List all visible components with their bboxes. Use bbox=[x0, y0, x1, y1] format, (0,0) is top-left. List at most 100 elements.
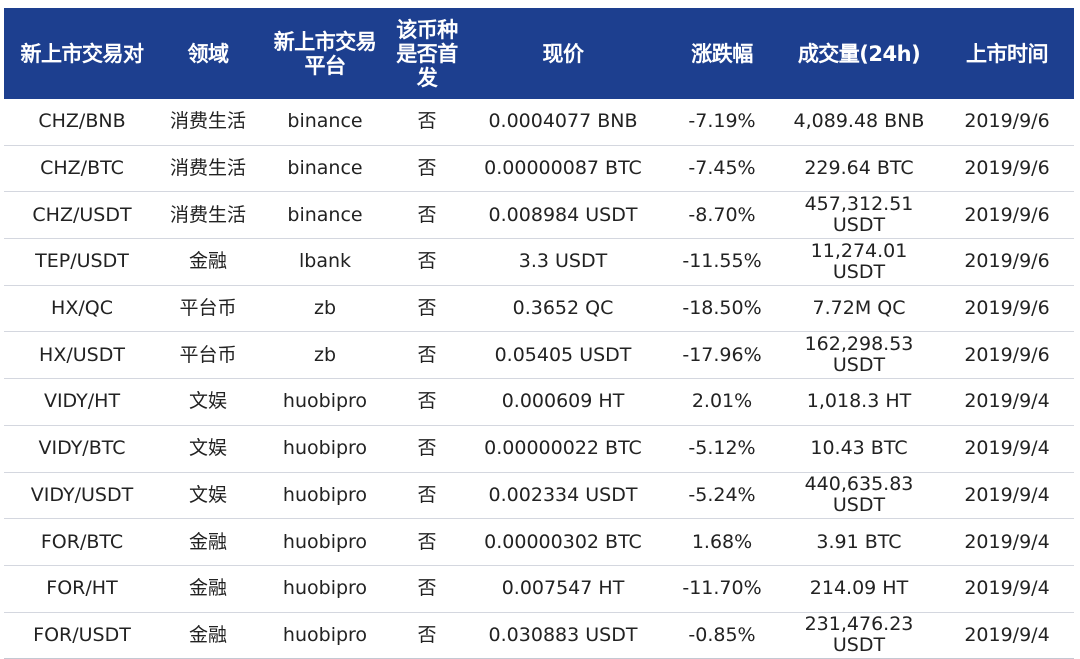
cell-field: 消费生活 bbox=[160, 145, 256, 193]
cell-volume: 11,274.01 USDT bbox=[778, 238, 940, 286]
cell-price: 0.030883 USDT bbox=[460, 612, 666, 659]
header-platform: 新上市交易 平台 bbox=[256, 8, 394, 99]
table-row: TEP/USDT 金融 lbank 否 3.3 USDT -11.55% 11,274.01… bbox=[4, 238, 1074, 286]
cell-platform: huobipro bbox=[256, 518, 394, 566]
cell-listing-date: 2019/9/4 bbox=[940, 612, 1074, 659]
cell-first-issue: 否 bbox=[394, 378, 460, 426]
cell-pair: TEP/USDT bbox=[4, 238, 160, 286]
table-row: FOR/BTC 金融 huobipro 否 0.00000302 BTC 1.68% 3.9… bbox=[4, 518, 1074, 566]
cell-pair: CHZ/BNB bbox=[4, 99, 160, 146]
cell-listing-date: 2019/9/6 bbox=[940, 331, 1074, 380]
cell-listing-date: 2019/9/6 bbox=[940, 238, 1074, 286]
header-price: 现价 bbox=[460, 8, 666, 99]
cell-volume: 231,476.23 USDT bbox=[778, 612, 940, 659]
cell-first-issue: 否 bbox=[394, 472, 460, 520]
cell-pair: FOR/BTC bbox=[4, 518, 160, 566]
cell-first-issue: 否 bbox=[394, 425, 460, 473]
cell-field: 消费生活 bbox=[160, 191, 256, 240]
cell-first-issue: 否 bbox=[394, 565, 460, 613]
cell-volume: 3.91 BTC bbox=[778, 518, 940, 566]
table-row: VIDY/HT 文娱 huobipro 否 0.000609 HT 2.01% 1,018.… bbox=[4, 378, 1074, 426]
cell-pair: VIDY/BTC bbox=[4, 425, 160, 473]
cell-pair: CHZ/USDT bbox=[4, 191, 160, 240]
cell-platform: zb bbox=[256, 285, 394, 333]
cell-listing-date: 2019/9/6 bbox=[940, 99, 1074, 146]
cell-listing-date: 2019/9/4 bbox=[940, 472, 1074, 520]
cell-platform: lbank bbox=[256, 238, 394, 286]
cell-field: 金融 bbox=[160, 238, 256, 286]
header-volume: 成交量(24h) bbox=[778, 8, 940, 99]
cell-listing-date: 2019/9/4 bbox=[940, 565, 1074, 613]
table-row: HX/USDT 平台币 zb 否 0.05405 USDT -17.96% 162,298.… bbox=[4, 331, 1074, 380]
cell-listing-date: 2019/9/4 bbox=[940, 425, 1074, 473]
cell-first-issue: 否 bbox=[394, 518, 460, 566]
table-row: FOR/HT 金融 huobipro 否 0.007547 HT -11.70% 214.0… bbox=[4, 565, 1074, 613]
header-first-issue: 该币种 是否首 发 bbox=[394, 8, 460, 99]
cell-price: 0.000609 HT bbox=[460, 378, 666, 426]
cell-listing-date: 2019/9/6 bbox=[940, 285, 1074, 333]
cell-volume: 1,018.3 HT bbox=[778, 378, 940, 426]
cell-change: -11.55% bbox=[666, 238, 778, 286]
cell-volume: 214.09 HT bbox=[778, 565, 940, 613]
header-pair: 新上市交易对 bbox=[4, 8, 160, 99]
cell-first-issue: 否 bbox=[394, 191, 460, 240]
cell-change: 1.68% bbox=[666, 518, 778, 566]
cell-field: 文娱 bbox=[160, 425, 256, 473]
new-listings-table: 新上市交易对 领域 新上市交易 平台 该币种 是否首 发 现价 涨跌幅 成交量(… bbox=[4, 8, 1074, 659]
cell-change: -7.45% bbox=[666, 145, 778, 193]
cell-pair: FOR/USDT bbox=[4, 612, 160, 659]
cell-volume: 440,635.83 USDT bbox=[778, 472, 940, 520]
cell-price: 0.00000302 BTC bbox=[460, 518, 666, 566]
cell-listing-date: 2019/9/4 bbox=[940, 518, 1074, 566]
cell-first-issue: 否 bbox=[394, 238, 460, 286]
cell-price: 0.002334 USDT bbox=[460, 472, 666, 520]
cell-change: -7.19% bbox=[666, 99, 778, 146]
cell-field: 平台币 bbox=[160, 331, 256, 380]
cell-listing-date: 2019/9/6 bbox=[940, 191, 1074, 240]
cell-pair: VIDY/HT bbox=[4, 378, 160, 426]
table-row: CHZ/USDT 消费生活 binance 否 0.008984 USDT -8.70% 4… bbox=[4, 191, 1074, 240]
cell-change: -17.96% bbox=[666, 331, 778, 380]
cell-volume: 457,312.51 USDT bbox=[778, 191, 940, 240]
cell-price: 0.008984 USDT bbox=[460, 191, 666, 240]
cell-price: 0.05405 USDT bbox=[460, 331, 666, 380]
cell-field: 消费生活 bbox=[160, 99, 256, 146]
cell-price: 0.3652 QC bbox=[460, 285, 666, 333]
cell-pair: HX/USDT bbox=[4, 331, 160, 380]
cell-first-issue: 否 bbox=[394, 145, 460, 193]
cell-price: 0.00000087 BTC bbox=[460, 145, 666, 193]
table-row: HX/QC 平台币 zb 否 0.3652 QC -18.50% 7.72M QC 2019/… bbox=[4, 285, 1074, 333]
cell-change: 2.01% bbox=[666, 378, 778, 426]
cell-change: -5.24% bbox=[666, 472, 778, 520]
table-row: FOR/USDT 金融 huobipro 否 0.030883 USDT -0.85% 23… bbox=[4, 612, 1074, 659]
header-change: 涨跌幅 bbox=[666, 8, 778, 99]
cell-platform: binance bbox=[256, 191, 394, 240]
cell-listing-date: 2019/9/4 bbox=[940, 378, 1074, 426]
cell-platform: huobipro bbox=[256, 425, 394, 473]
cell-platform: huobipro bbox=[256, 612, 394, 659]
table-header: 新上市交易对 领域 新上市交易 平台 该币种 是否首 发 现价 涨跌幅 成交量(… bbox=[4, 8, 1074, 99]
cell-price: 0.0004077 BNB bbox=[460, 99, 666, 146]
cell-first-issue: 否 bbox=[394, 99, 460, 146]
cell-field: 金融 bbox=[160, 518, 256, 566]
cell-pair: FOR/HT bbox=[4, 565, 160, 613]
cell-change: -0.85% bbox=[666, 612, 778, 659]
cell-listing-date: 2019/9/6 bbox=[940, 145, 1074, 193]
cell-volume: 7.72M QC bbox=[778, 285, 940, 333]
cell-first-issue: 否 bbox=[394, 612, 460, 659]
cell-field: 文娱 bbox=[160, 378, 256, 426]
cell-first-issue: 否 bbox=[394, 285, 460, 333]
cell-volume: 229.64 BTC bbox=[778, 145, 940, 193]
cell-first-issue: 否 bbox=[394, 331, 460, 380]
cell-change: -11.70% bbox=[666, 565, 778, 613]
cell-change: -18.50% bbox=[666, 285, 778, 333]
table-row: VIDY/USDT 文娱 huobipro 否 0.002334 USDT -5.24% 4… bbox=[4, 472, 1074, 520]
cell-price: 0.007547 HT bbox=[460, 565, 666, 613]
cell-pair: VIDY/USDT bbox=[4, 472, 160, 520]
cell-field: 金融 bbox=[160, 565, 256, 613]
cell-price: 0.00000022 BTC bbox=[460, 425, 666, 473]
top-spacer bbox=[0, 0, 1080, 4]
cell-platform: binance bbox=[256, 145, 394, 193]
cell-platform: huobipro bbox=[256, 472, 394, 520]
